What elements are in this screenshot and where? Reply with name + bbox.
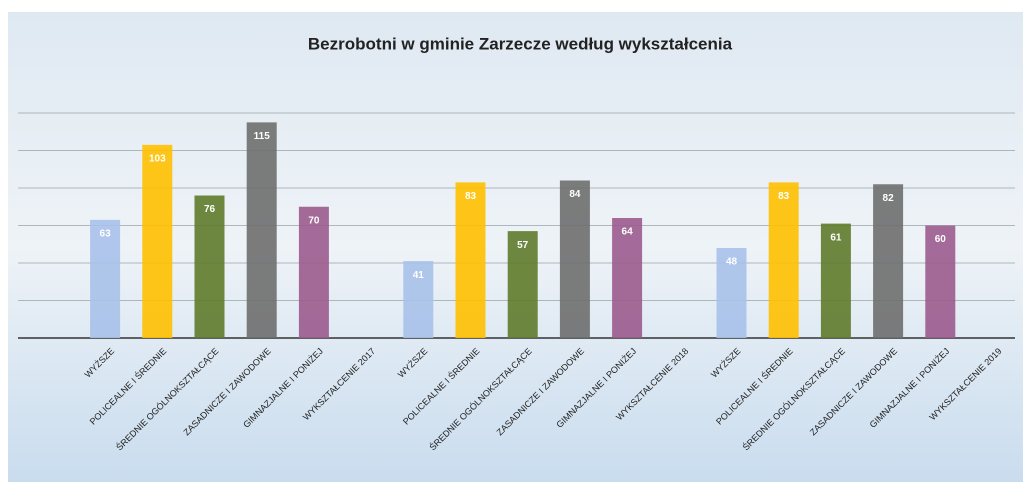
value-label: 48 bbox=[726, 257, 738, 268]
chart: Bezrobotni w gminie Zarzecze według wyks… bbox=[0, 0, 1029, 499]
bar bbox=[873, 184, 903, 338]
value-label: 103 bbox=[149, 154, 166, 165]
value-label: 83 bbox=[778, 191, 790, 202]
bar bbox=[769, 182, 799, 338]
value-label: 57 bbox=[517, 240, 529, 251]
bar bbox=[560, 181, 590, 339]
value-label: 63 bbox=[100, 229, 112, 240]
chart-title: Bezrobotni w gminie Zarzecze według wyks… bbox=[308, 34, 733, 53]
value-label: 60 bbox=[935, 234, 947, 245]
value-label: 61 bbox=[830, 232, 842, 243]
value-label: 41 bbox=[413, 270, 425, 281]
value-label: 84 bbox=[569, 189, 581, 200]
bar bbox=[142, 145, 172, 338]
value-label: 83 bbox=[465, 191, 477, 202]
bar bbox=[195, 196, 225, 339]
bar bbox=[456, 182, 486, 338]
value-label: 76 bbox=[204, 204, 216, 215]
value-label: 115 bbox=[254, 131, 271, 142]
value-label: 64 bbox=[622, 227, 634, 238]
bar bbox=[299, 207, 329, 338]
value-label: 70 bbox=[308, 215, 320, 226]
bar bbox=[247, 122, 277, 338]
value-label: 82 bbox=[883, 193, 895, 204]
